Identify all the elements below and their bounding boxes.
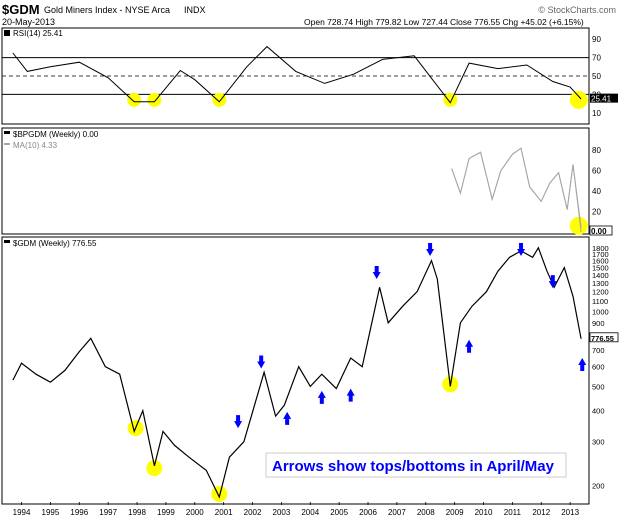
price-highlight (211, 485, 228, 502)
chart-index-name: Gold Miners Index - NYSE Arca (44, 5, 170, 15)
chart-exchange: INDX (184, 5, 206, 15)
arrow-down-icon (548, 275, 557, 289)
arrow-down-icon (517, 243, 526, 256)
price-tick-label: 1800 (592, 244, 609, 253)
price-tick-label: 1400 (592, 271, 609, 280)
x-tick-label: 1995 (42, 508, 60, 517)
arrow-up-icon (465, 339, 474, 353)
price-tick-label: 1200 (592, 288, 609, 297)
rsi-highlight (147, 92, 162, 107)
price-tick-label: 500 (592, 382, 605, 391)
bpgdm-highlight (569, 216, 588, 235)
watermark: © StockCharts.com (538, 5, 616, 15)
bpgdm-title: $BPGDM (Weekly) 0.00 (13, 130, 99, 139)
price-tick-label: 1600 (592, 257, 609, 266)
x-tick-label: 2009 (446, 508, 464, 517)
price-tick-label: 1300 (592, 279, 609, 288)
x-tick-label: 1998 (128, 508, 146, 517)
arrow-up-icon (578, 358, 587, 372)
rsi-tick-label: 70 (592, 54, 601, 63)
rsi-highlight (212, 92, 227, 107)
rsi-value-label: 25.41 (591, 95, 612, 104)
rsi-tick-label: 10 (592, 109, 601, 118)
rsi-line (12, 45, 582, 104)
x-tick-label: 2001 (215, 508, 233, 517)
x-tick-label: 2003 (273, 508, 291, 517)
rsi-highlight (443, 92, 458, 107)
bpgdm-tick-label: 80 (592, 146, 601, 155)
arrow-down-icon (372, 265, 381, 279)
price-tick-label: 600 (592, 363, 605, 372)
rsi-highlight (569, 90, 588, 109)
price-line (12, 246, 582, 499)
price-tick-label: 1700 (592, 250, 609, 259)
ma-title: MA(10) 4.33 (13, 141, 58, 150)
x-tick-label: 2005 (330, 508, 348, 517)
x-tick-label: 2008 (417, 508, 435, 517)
price-panel (1, 236, 590, 505)
x-tick-label: 2007 (388, 508, 406, 517)
price-value-badge (589, 332, 619, 343)
arrow-up-icon (283, 411, 292, 425)
price-tick-label: 700 (592, 346, 605, 355)
rsi-highlight (127, 92, 142, 107)
arrow-up-icon (317, 390, 326, 404)
rsi-title: RSI(14) 25.41 (13, 29, 63, 38)
chart-quote: Open 728.74 High 779.82 Low 727.44 Close… (304, 17, 584, 27)
bpgdm-value-badge (589, 225, 613, 236)
x-tick-label: 1999 (157, 508, 175, 517)
price-title: $GDM (Weekly) 776.55 (13, 239, 97, 248)
price-tick-label: 1100 (592, 297, 608, 306)
x-tick-label: 2006 (359, 508, 377, 517)
rsi-value-badge (590, 93, 618, 103)
price-tick-label: 300 (592, 438, 605, 447)
price-tick-label: 900 (592, 319, 605, 328)
bpgdm-tick-label: 60 (592, 167, 601, 176)
annotation-box (265, 452, 567, 478)
arrow-down-icon (234, 415, 243, 429)
bpgdm-line (451, 147, 582, 233)
annotation-text: Arrows show tops/bottoms in April/May (272, 458, 555, 475)
price-tick-label: 1000 (592, 307, 609, 316)
x-tick-label: 2010 (475, 508, 493, 517)
price-tick-label: 1500 (592, 264, 609, 273)
x-tick-label: 1997 (99, 508, 117, 517)
arrow-up-icon (346, 388, 355, 402)
x-tick-label: 2002 (244, 508, 262, 517)
x-tick-label: 2013 (561, 508, 579, 517)
rsi-tick-label: 50 (592, 72, 601, 81)
bpgdm-value-label: 0.00 (591, 227, 607, 236)
x-tick-label: 1994 (13, 508, 31, 517)
bpgdm-tick-label: 40 (592, 187, 601, 196)
arrow-down-icon (426, 243, 435, 256)
x-tick-label: 2004 (301, 508, 319, 517)
price-value-label: 776.55 (591, 334, 614, 343)
price-tick-label: 400 (592, 407, 605, 416)
bpgdm-tick-label: 20 (592, 208, 601, 217)
price-highlight (146, 460, 163, 477)
x-tick-label: 2011 (504, 508, 522, 517)
x-tick-label: 2000 (186, 508, 204, 517)
x-tick-label: 1996 (70, 508, 88, 517)
arrow-down-icon (257, 355, 266, 369)
rsi-tick-label: 90 (592, 35, 601, 44)
chart-symbol: $GDM (2, 2, 40, 17)
chart-date: 20-May-2013 (2, 17, 55, 27)
x-tick-label: 2012 (532, 508, 550, 517)
bpgdm-panel (1, 127, 590, 235)
price-tick-label: 200 (592, 482, 605, 491)
